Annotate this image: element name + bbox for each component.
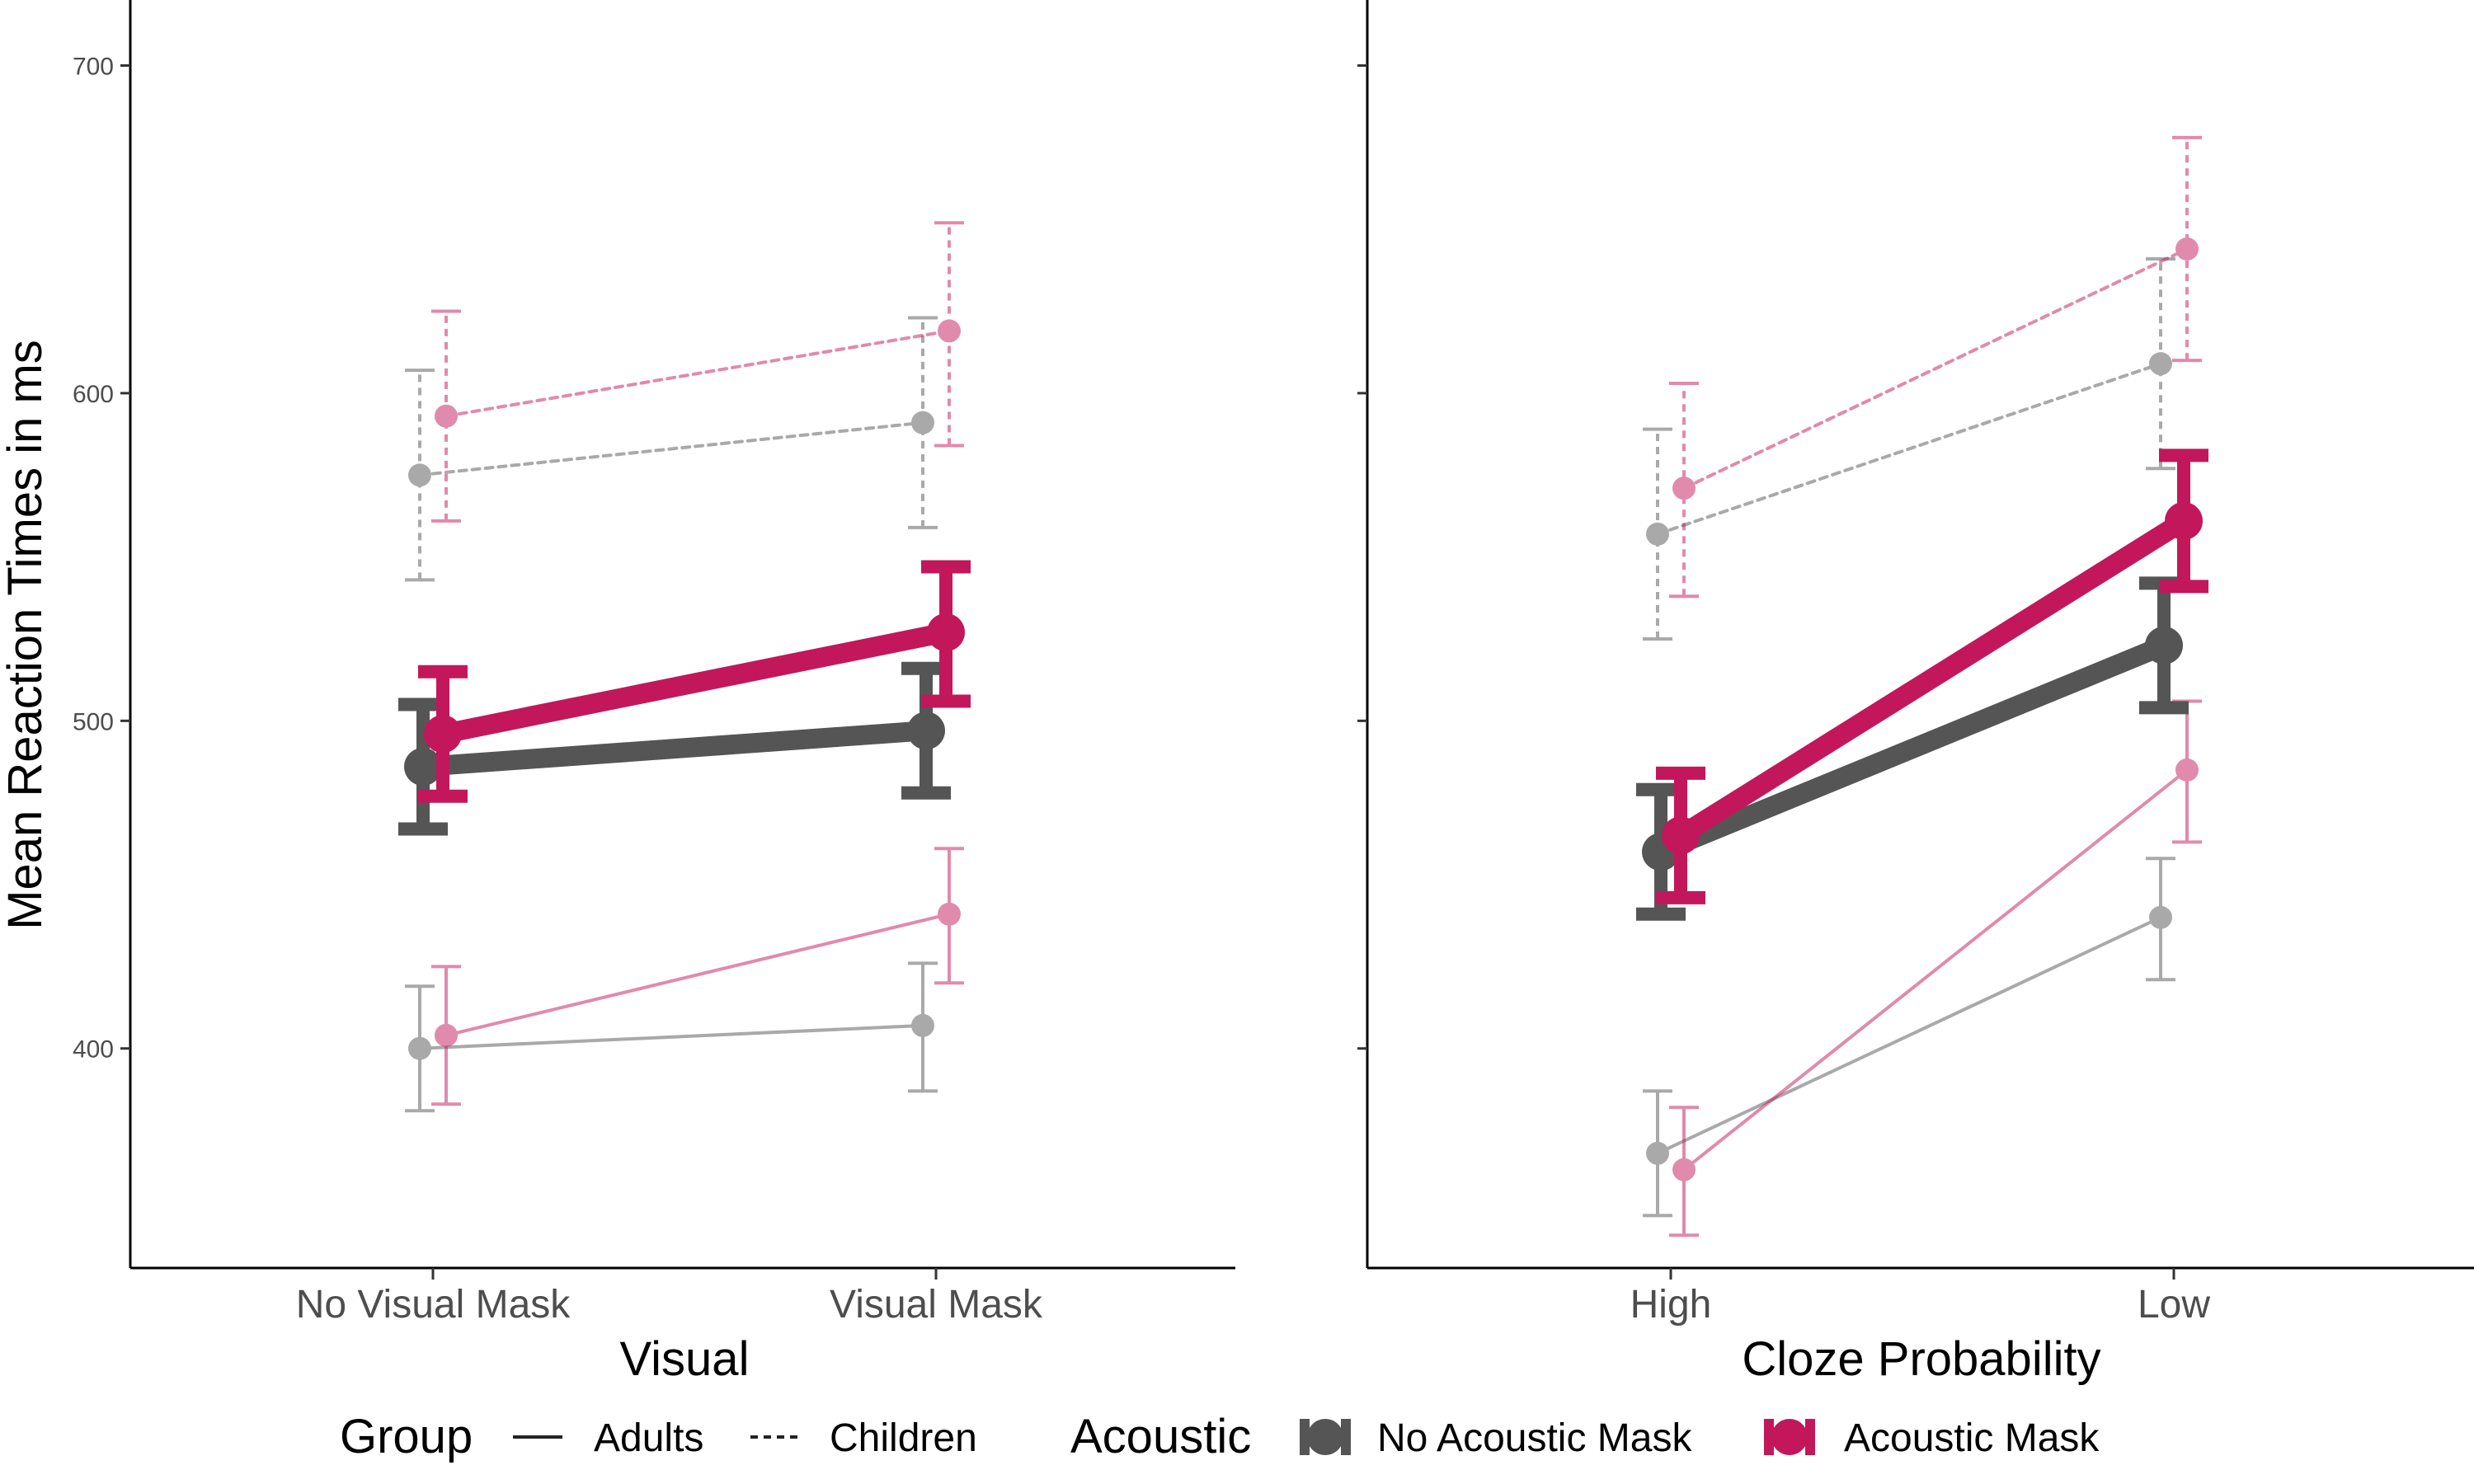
data-point [1646,1141,1669,1165]
error-bar [405,369,435,582]
series-overall-no-acoustic-mask [1636,576,2189,921]
legend: Group Adults Children Acoustic No Acoust… [340,1410,2100,1463]
x-tick-label-no-visual-mask: No Visual Mask [296,1283,571,1327]
x-tick-label-visual-mask: Visual Mask [830,1283,1043,1327]
series-adults-acoustic-mask [431,847,964,1106]
data-point [938,902,961,926]
error-bar [431,309,461,523]
x-tick-label-low: Low [2138,1283,2210,1327]
legend-no-acoustic-mask-label: No Acoustic Mask [1377,1416,1692,1460]
data-point [2149,352,2172,376]
data-point [408,463,431,487]
series-line [1682,247,2189,491]
legend-acoustic-mask-swatch [1764,1419,1815,1455]
error-bar [908,316,938,529]
series-adults-acoustic-mask [1669,699,2202,1237]
y-axis-title: Mean Reaction Times in ms [0,340,52,930]
data-point [911,411,934,434]
data-point [1662,816,1700,855]
data-point [938,319,961,343]
series-line [433,622,956,744]
series-line [413,721,936,777]
series-line [418,1023,924,1050]
panel-visual: 400 500 600 700 No Visual Mask Visual Mask Vis… [73,0,1235,1386]
data-point [2175,237,2199,261]
legend-group-title: Group [340,1410,473,1463]
panel-cloze-probability: High Low Cloze Probability [1357,0,2474,1386]
error-bar [2146,256,2175,471]
data-point [1672,477,1696,500]
data-point [1672,1158,1696,1181]
x-axis-title: Cloze Probability [1742,1332,2100,1386]
legend-children-label: Children [830,1416,977,1460]
data-point [2175,758,2199,782]
y-tick-label: 400 [73,1036,114,1064]
y-tick-label: 700 [73,53,114,80]
series-children-no-acoustic-mask [1643,256,2175,641]
data-point [2165,501,2203,540]
legend-acoustic-title: Acoustic [1070,1410,1251,1463]
y-tick-label: 600 [73,381,114,408]
series-line [444,329,951,418]
data-point [435,404,458,428]
data-point [2149,905,2172,929]
data-point [2145,626,2183,665]
data-point [1646,522,1669,546]
data-point [911,1013,934,1037]
series-line [1682,768,2189,1172]
data-point [424,715,462,754]
x-tick-label-high: High [1630,1283,1712,1327]
series-overall-acoustic-mask [1656,448,2208,904]
data-point [404,747,442,786]
legend-acoustic-mask-label: Acoustic Mask [1844,1416,2100,1460]
series-children-no-acoustic-mask [405,316,938,582]
series-line [1671,510,2194,846]
data-point [408,1036,431,1060]
data-point [927,613,965,652]
series-children-acoustic-mask [1669,135,2202,599]
data-point [435,1023,458,1047]
series-line [444,912,951,1037]
series-overall-acoustic-mask [418,560,971,803]
series-line [418,420,924,477]
x-axis-title: Visual [620,1332,750,1386]
y-tick-label: 500 [73,708,114,735]
series-line [1656,915,2162,1155]
series-adults-no-acoustic-mask [1643,857,2175,1218]
series-line [1656,362,2162,536]
data-point [907,711,945,750]
legend-no-acoustic-mask-swatch [1300,1419,1351,1455]
series-adults-no-acoustic-mask [405,961,938,1113]
panels-layer: 400 500 600 700 No Visual Mask Visual Mask Vis… [73,0,2474,1386]
error-bar [1643,427,1672,641]
series-children-acoustic-mask [431,221,964,523]
series-line [1651,635,2174,862]
legend-adults-label: Adults [594,1416,703,1460]
